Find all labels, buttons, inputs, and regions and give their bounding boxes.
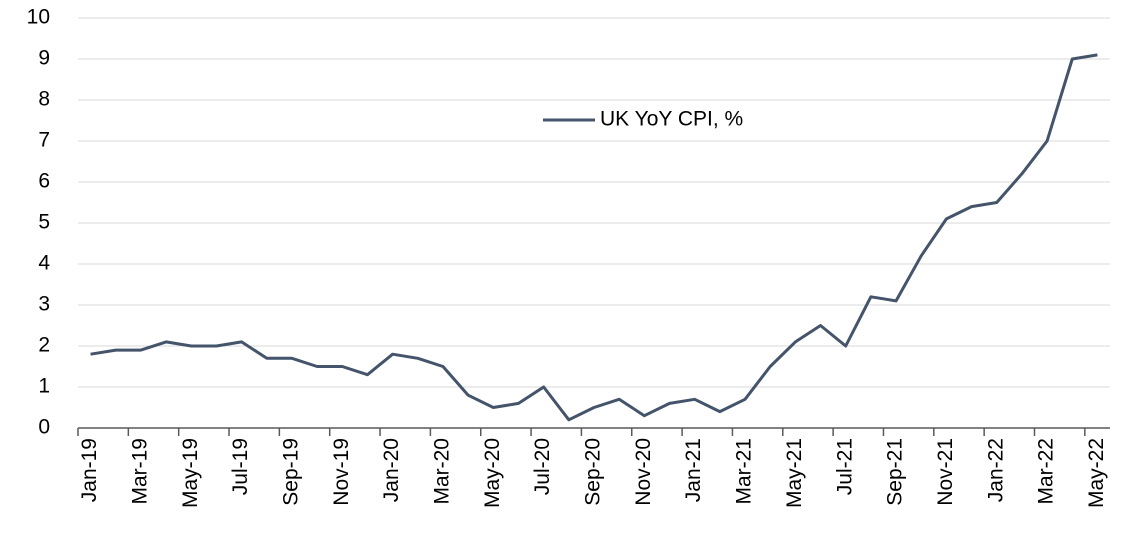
x-tick-label: Sep-21 bbox=[884, 438, 907, 506]
x-tick-label: May-22 bbox=[1085, 438, 1108, 508]
y-tick-label: 2 bbox=[38, 334, 50, 357]
x-tick-label: Jul-19 bbox=[229, 438, 252, 495]
legend-label: UK YoY CPI, % bbox=[600, 108, 743, 131]
y-tick-label: 9 bbox=[38, 47, 50, 70]
x-tick-label: Sep-19 bbox=[279, 438, 302, 506]
x-tick-label: Jan-19 bbox=[78, 438, 101, 502]
x-tick-label: Jan-21 bbox=[682, 438, 705, 502]
x-tick-label: Jul-20 bbox=[531, 438, 554, 495]
x-tick-label: Sep-20 bbox=[582, 438, 605, 506]
x-tick-label: Mar-19 bbox=[128, 438, 151, 505]
y-tick-label: 6 bbox=[38, 170, 50, 193]
x-tick-label: Jul-21 bbox=[833, 438, 856, 495]
y-tick-label: 4 bbox=[38, 252, 50, 275]
x-tick-label: Jan-22 bbox=[984, 438, 1007, 502]
y-tick-label: 1 bbox=[38, 375, 50, 398]
x-tick-label: May-21 bbox=[783, 438, 806, 508]
y-tick-label: 5 bbox=[38, 211, 50, 234]
x-tick-label: Jan-20 bbox=[380, 438, 403, 502]
x-tick-label: Mar-22 bbox=[1035, 438, 1058, 505]
y-tick-label: 8 bbox=[38, 88, 50, 111]
y-tick-label: 10 bbox=[27, 6, 50, 29]
x-tick-label: Mar-20 bbox=[431, 438, 454, 505]
line-series bbox=[90, 53, 1098, 422]
y-tick-label: 3 bbox=[38, 293, 50, 316]
x-tick-label: Mar-21 bbox=[733, 438, 756, 505]
y-tick-label: 0 bbox=[38, 416, 50, 439]
x-tick-label: May-20 bbox=[481, 438, 504, 508]
x-tick-label: Nov-21 bbox=[934, 438, 957, 506]
x-tick-label: Nov-19 bbox=[330, 438, 353, 506]
y-tick-label: 7 bbox=[38, 129, 50, 152]
x-tick-label: Nov-20 bbox=[632, 438, 655, 506]
x-tick-label: May-19 bbox=[179, 438, 202, 508]
